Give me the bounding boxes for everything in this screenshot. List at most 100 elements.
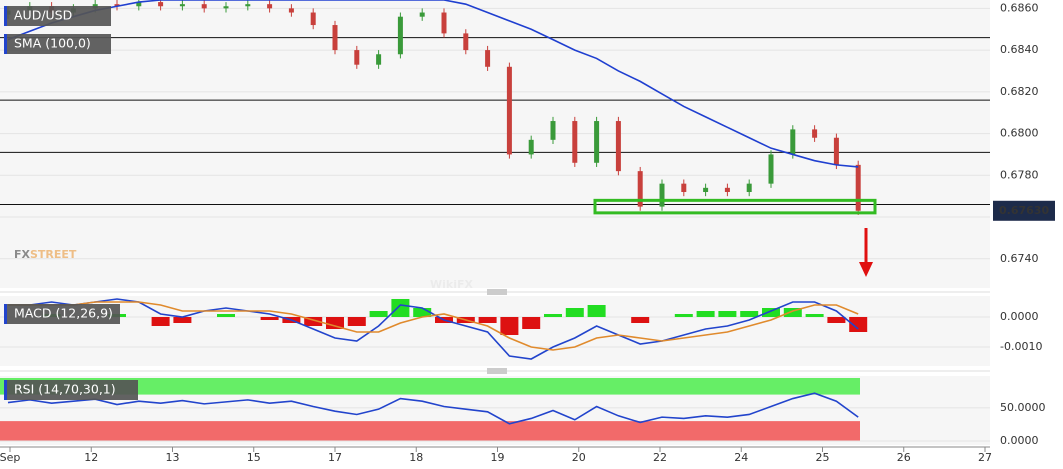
rsi-line (7, 392, 859, 425)
x-tick-label: 26 (897, 451, 911, 464)
macd-panel (0, 296, 990, 366)
y-tick-label: -0.0010 (1000, 340, 1042, 353)
label-box (4, 380, 138, 400)
candle-body (594, 121, 600, 163)
indicator-title: MACD (12,26,9) (14, 306, 113, 321)
candle-body (812, 129, 818, 138)
y-tick-label: 0.0000 (1000, 310, 1039, 323)
candle-body (703, 187, 709, 192)
y-tick-label: 0.6860 (1000, 1, 1039, 14)
last-price-box (993, 200, 1055, 221)
histogram-bar (413, 308, 432, 317)
indicator-label: AUD/USD (4, 6, 111, 26)
x-tick-label: 22 (653, 451, 667, 464)
candle-body (158, 2, 164, 7)
indicator-label: RSI (14,70,30,1) (4, 380, 138, 400)
macd-line (8, 301, 859, 351)
candle-body (288, 8, 294, 13)
label-stripe (4, 6, 7, 26)
histogram-bar (696, 311, 715, 317)
y-tick-label: 0.6820 (1000, 85, 1039, 98)
candle-body (376, 54, 382, 65)
histogram-bar (849, 317, 868, 332)
histogram-bar (740, 311, 759, 317)
down-arrow (859, 228, 873, 277)
histogram-bar (500, 317, 519, 335)
candle-body (615, 121, 621, 172)
candle-body (485, 50, 491, 67)
histogram-bar (718, 311, 737, 317)
histogram-bar (151, 317, 170, 326)
label-box (4, 6, 111, 26)
candle-body (310, 12, 316, 26)
watermark-street: STREET (30, 248, 77, 261)
candle-body (572, 121, 578, 163)
histogram-bar (369, 311, 388, 317)
x-tick-label: 19 (491, 451, 505, 464)
macd-line (8, 298, 859, 360)
candle-body (397, 16, 403, 55)
candle-body (267, 4, 273, 9)
histogram-bar (827, 317, 846, 323)
x-tick-label: 20 (572, 451, 586, 464)
x-tick-label: 27 (978, 451, 992, 464)
histogram-bar (304, 317, 323, 326)
candle-body (179, 4, 185, 7)
x-tick-label: 15 (247, 451, 261, 464)
x-tick-label: 17 (328, 451, 342, 464)
candle-body (506, 66, 512, 155)
candle-body (637, 171, 643, 207)
label-box (4, 34, 111, 54)
histogram-bar (260, 317, 279, 320)
y-tick-label: 0.0000 (1000, 434, 1039, 447)
histogram-bar (326, 317, 344, 329)
price-panel (0, 0, 990, 288)
histogram-bar (674, 314, 693, 317)
candle-body (201, 4, 207, 9)
candle-body (441, 12, 447, 34)
candle-body (136, 2, 142, 7)
indicator-title: RSI (14,70,30,1) (14, 382, 116, 397)
indicator-label: MACD (12,26,9) (4, 304, 120, 324)
candle-body (768, 154, 774, 184)
overbought-zone (0, 378, 860, 395)
candle-body (681, 183, 687, 192)
histogram-bar (522, 317, 541, 329)
candle-body (223, 6, 229, 9)
histogram-bar (173, 317, 192, 323)
candle-body (332, 25, 338, 51)
label-stripe (4, 380, 7, 400)
label-stripe (4, 304, 7, 324)
label-box (4, 304, 120, 324)
candle-body (724, 187, 730, 192)
legend-entry: SMA (100,0) (14, 36, 91, 51)
y-tick-label: 50.0000 (1000, 401, 1046, 414)
candle-body (528, 139, 534, 155)
candle-body (833, 137, 839, 165)
x-tick-label: Sep (0, 451, 20, 464)
x-tick-label: 12 (84, 451, 98, 464)
histogram-bar (391, 299, 410, 317)
label-stripe (4, 34, 7, 54)
histogram-bar (783, 308, 802, 317)
histogram-bar (565, 308, 584, 317)
candle-body (245, 4, 251, 7)
histogram-bar (478, 317, 497, 323)
support-zone (593, 198, 877, 215)
x-tick-label: 24 (734, 451, 748, 464)
histogram-bar (587, 305, 606, 317)
watermark-fx: FX (14, 248, 31, 261)
histogram-bar (805, 314, 824, 317)
histogram-bar (762, 308, 780, 317)
watermark-brand: WikiFX (430, 278, 474, 291)
y-tick-label: 0.6740 (1000, 252, 1039, 265)
candle-body (855, 164, 861, 211)
x-tick-label: 25 (816, 451, 830, 464)
watermark: FXSTREET (14, 248, 77, 261)
histogram-bar (347, 317, 366, 326)
y-tick-label: 0.6800 (1000, 127, 1039, 140)
sma-line (7, 0, 859, 168)
indicator-label: SMA (100,0) (4, 34, 111, 54)
candle-body (550, 121, 556, 140)
